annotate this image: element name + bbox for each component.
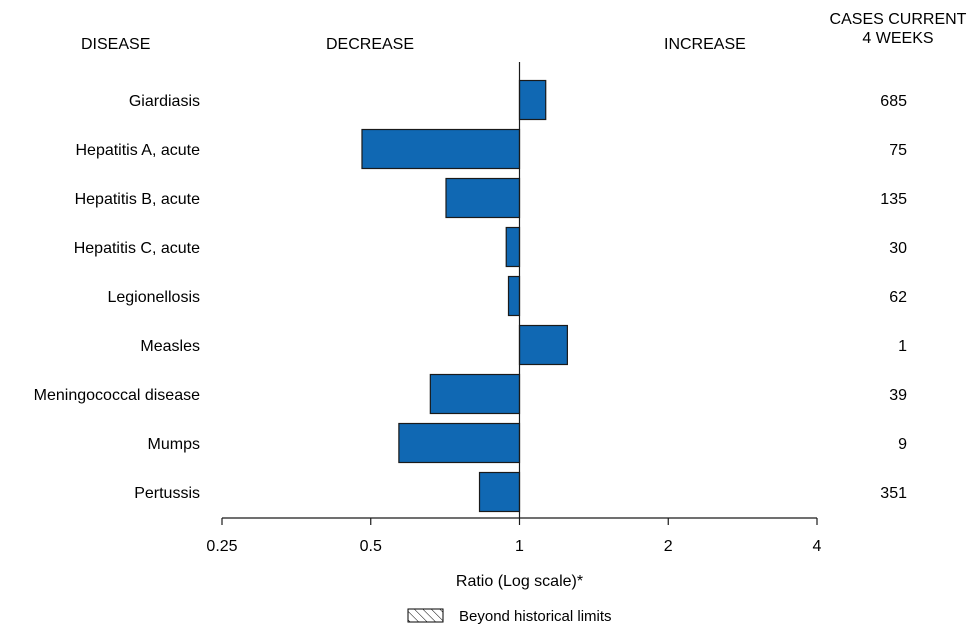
bar-4 [507, 275, 521, 317]
bar-3 [505, 226, 521, 268]
legend-hatch-swatch [407, 608, 444, 623]
decrease-header: DECREASE [326, 36, 415, 53]
cases-count-2: 135 [880, 191, 907, 208]
category-label-7: Mumps [148, 436, 200, 453]
bar-1 [361, 128, 521, 170]
x-tick-label-0: 0.25 [206, 538, 237, 555]
bar-5 [518, 324, 568, 366]
cases-count-1: 75 [889, 142, 907, 159]
cases-count-7: 9 [898, 436, 907, 453]
category-label-5: Measles [140, 338, 200, 355]
category-label-6: Meningococcal disease [34, 387, 200, 404]
cases-header-line1: CASES CURRENT [829, 11, 967, 28]
cases-count-6: 39 [889, 387, 907, 404]
bar-0 [518, 79, 547, 121]
x-axis-title: Ratio (Log scale)* [456, 573, 583, 590]
bar-8 [478, 471, 521, 513]
category-label-3: Hepatitis C, acute [74, 240, 200, 257]
bar-7 [398, 422, 521, 464]
cases-count-5: 1 [898, 338, 907, 355]
legend-label: Beyond historical limits [459, 608, 612, 625]
cases-header-line2: 4 WEEKS [862, 30, 934, 47]
disease-column-header: DISEASE [81, 36, 151, 53]
x-tick-label-3: 2 [664, 538, 673, 555]
category-label-2: Hepatitis B, acute [75, 191, 201, 208]
cases-count-8: 351 [880, 485, 907, 502]
cases-count-3: 30 [889, 240, 907, 257]
x-tick-label-1: 0.5 [360, 538, 382, 555]
bar-2 [445, 177, 521, 219]
cases-column-header: CASES CURRENT 4 WEEKS [818, 10, 978, 48]
category-label-1: Hepatitis A, acute [75, 142, 200, 159]
increase-header: INCREASE [664, 36, 746, 53]
x-tick-label-2: 1 [515, 538, 524, 555]
category-label-8: Pertussis [134, 485, 200, 502]
cases-count-0: 685 [880, 93, 907, 110]
bar-6 [429, 373, 521, 415]
category-label-0: Giardiasis [129, 93, 200, 110]
x-tick-label-4: 4 [813, 538, 822, 555]
cases-count-4: 62 [889, 289, 907, 306]
category-label-4: Legionellosis [107, 289, 200, 306]
